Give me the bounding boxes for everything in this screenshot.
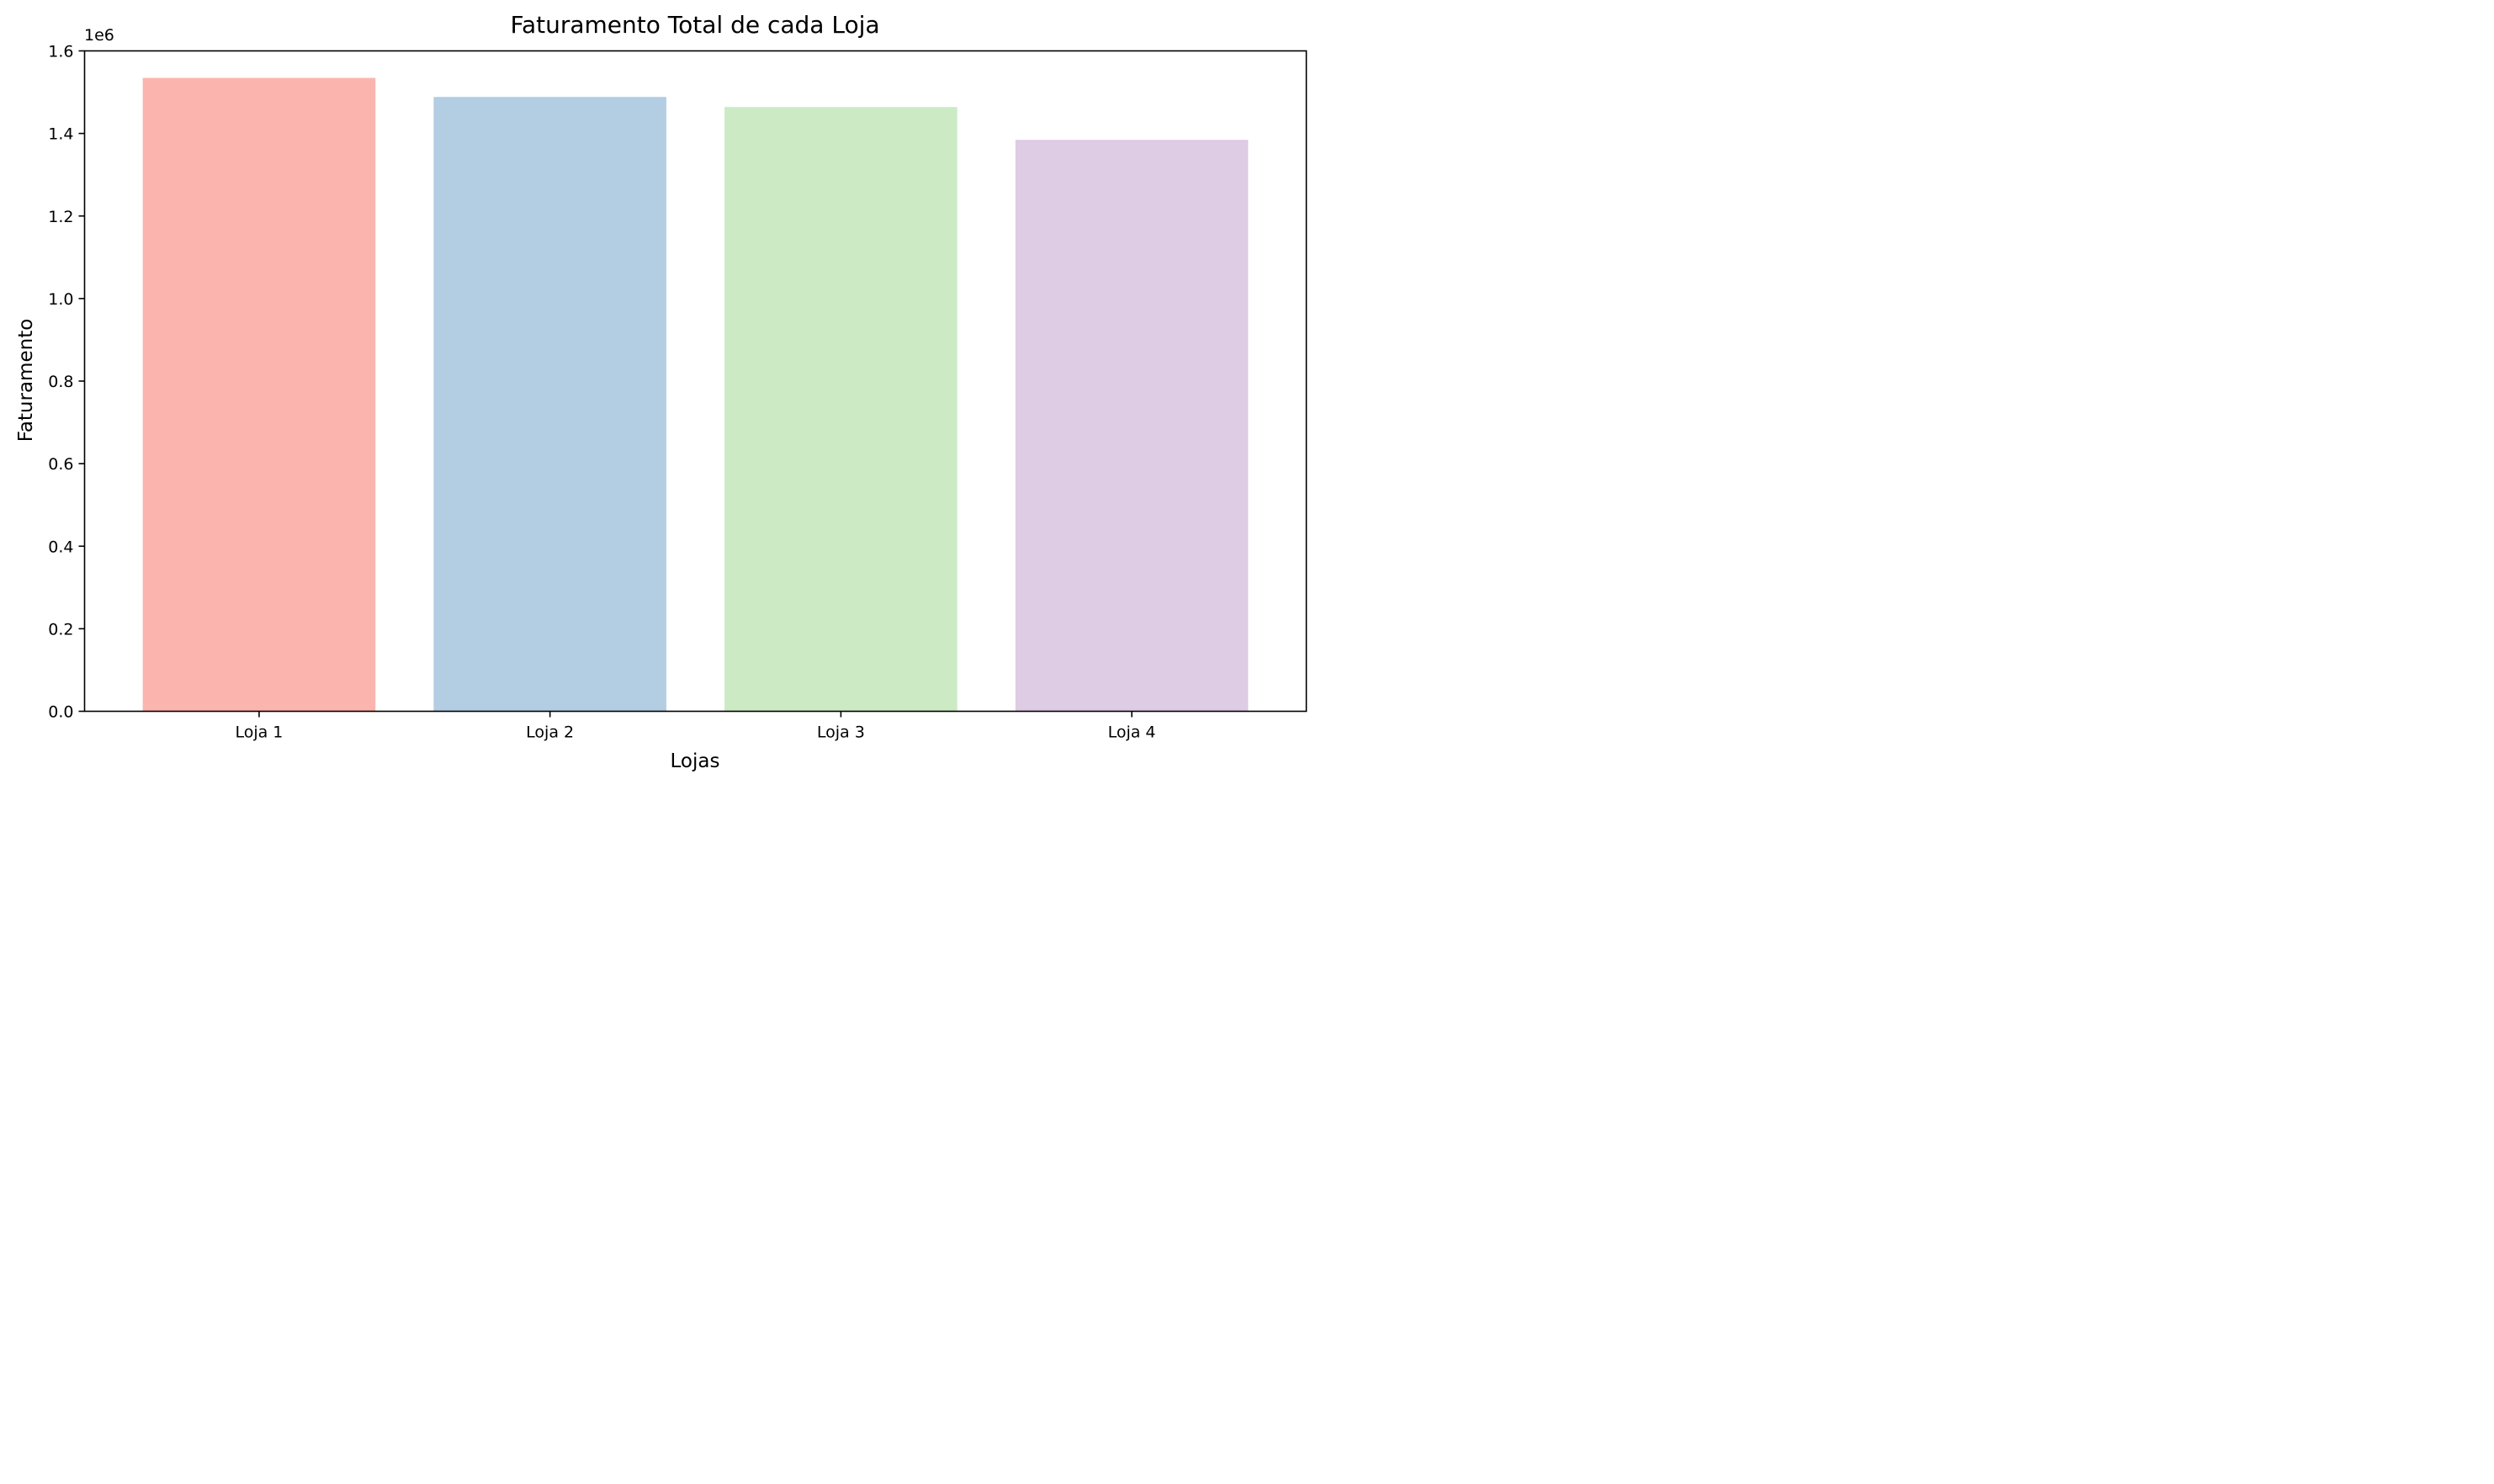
x-tick-label: Loja 4 xyxy=(1108,723,1156,742)
y-axis: 0.0 0.2 0.4 0.6 0.8 1.0 1.2 1.4 1.6 xyxy=(48,43,85,722)
bar-1 xyxy=(142,77,376,712)
y-tick-label: 0.8 xyxy=(48,373,73,391)
chart-title: Faturamento Total de cada Loja xyxy=(510,11,879,39)
x-axis-label: Lojas xyxy=(671,750,720,772)
y-axis-offset-label: 1e6 xyxy=(84,26,114,45)
y-tick-label: 0.0 xyxy=(48,703,73,722)
y-tick-label: 1.2 xyxy=(48,208,73,226)
y-tick-label: 1.0 xyxy=(48,290,73,309)
bar-4 xyxy=(1015,140,1249,712)
y-axis-label: Faturamento xyxy=(15,319,37,443)
y-tick-label: 1.4 xyxy=(48,125,73,144)
x-tick-label: Loja 1 xyxy=(235,723,283,742)
y-tick-label: 1.6 xyxy=(48,43,73,61)
y-tick-label: 0.6 xyxy=(48,455,73,474)
y-tick-label: 0.4 xyxy=(48,538,73,556)
bars-layer xyxy=(142,77,1249,712)
bar-chart: Faturamento Total de cada Loja 1e6 0.00.… xyxy=(0,0,1319,789)
bar-3 xyxy=(724,107,958,712)
y-tick-label: 0.2 xyxy=(48,620,73,639)
bar-2 xyxy=(433,97,666,712)
x-tick-label: Loja 3 xyxy=(817,723,865,742)
x-axis: Loja 1 Loja 2 Loja 3 Loja 4 xyxy=(235,711,1156,742)
x-tick-label: Loja 2 xyxy=(526,723,574,742)
plot-frame xyxy=(83,50,1308,713)
